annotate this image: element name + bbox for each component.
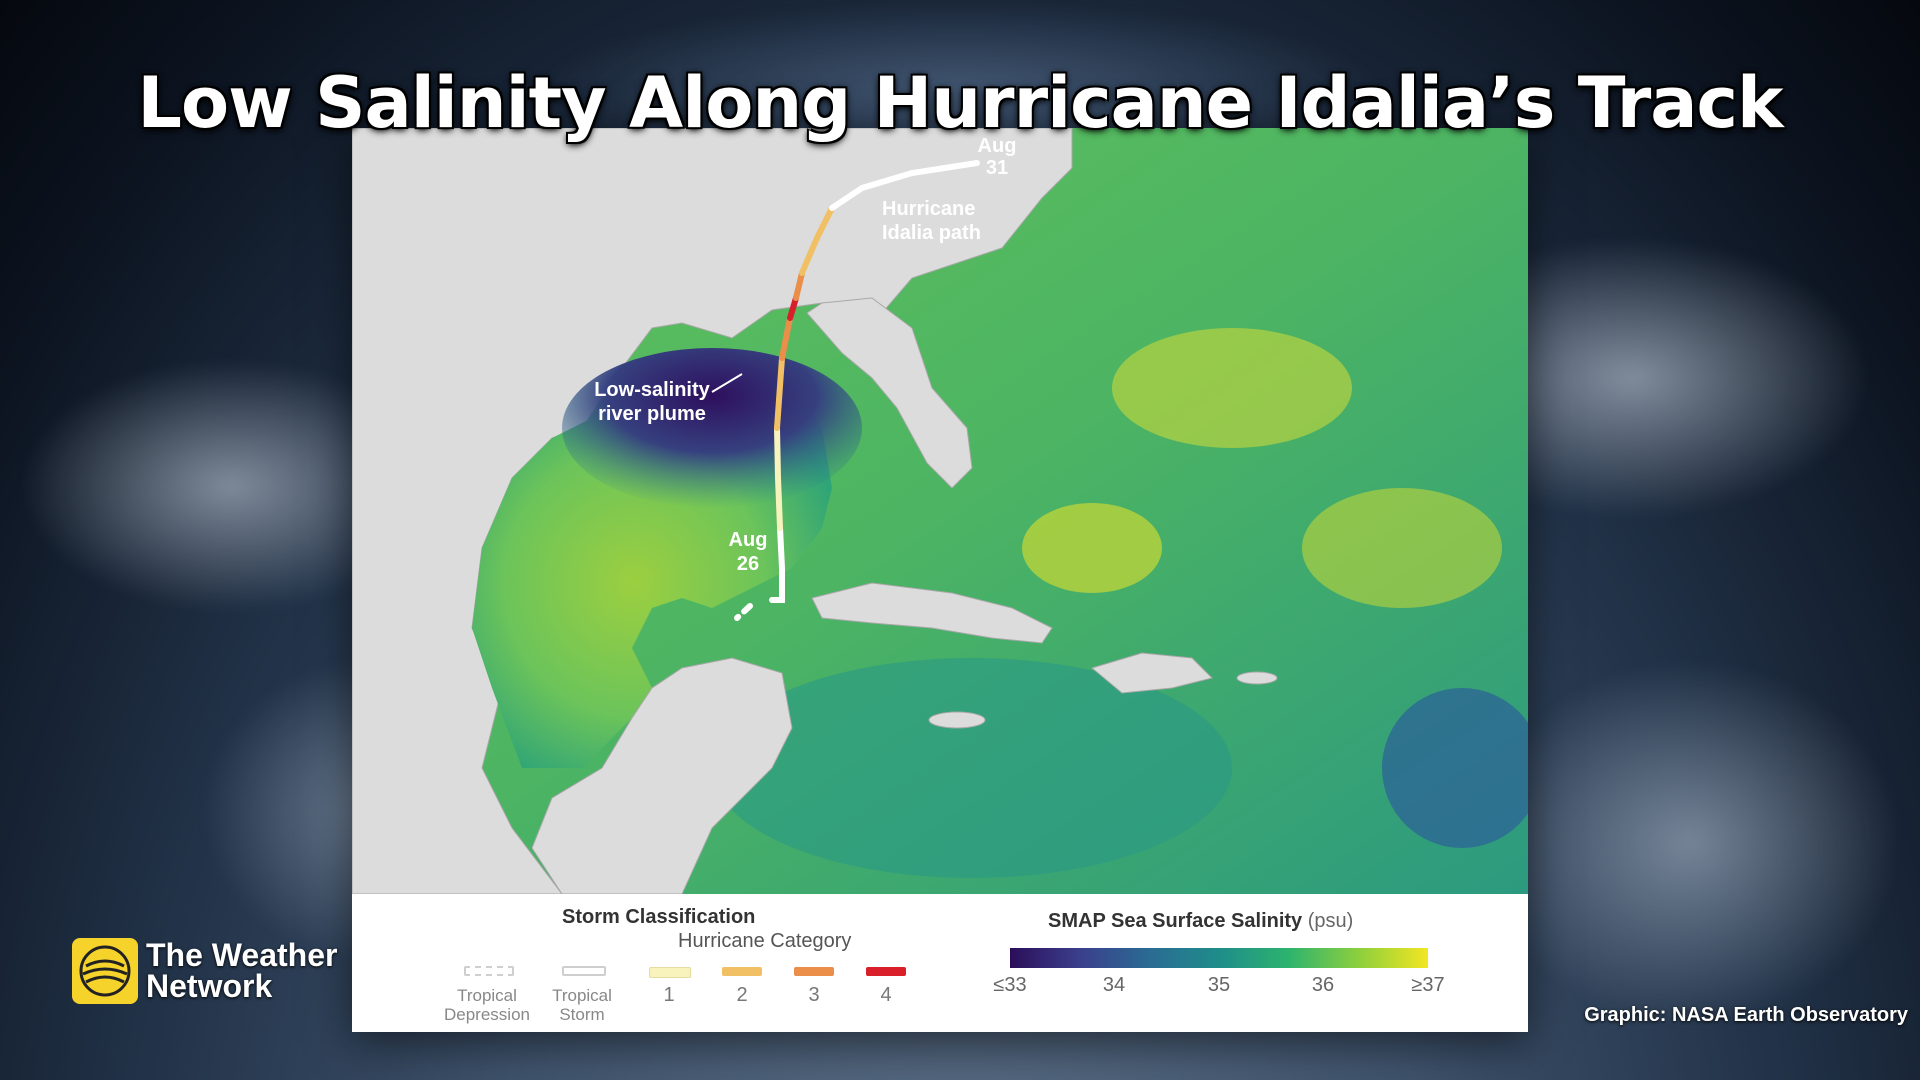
low-salinity-river-plume: [562, 348, 862, 508]
plume-leader-line: [711, 373, 743, 393]
low-salinity-patch: [1382, 688, 1528, 848]
label-tropical-depression-line2: Depression: [444, 1005, 530, 1024]
swatch-tropical-depression: [464, 966, 514, 976]
label-category-3: 3: [808, 984, 820, 1006]
swatch-tropical-storm: [562, 966, 606, 976]
weather-network-logo: The Weather Network: [72, 938, 337, 1004]
logo-text: The Weather Network: [146, 937, 338, 1004]
north-america-land: [352, 128, 1073, 894]
cuba-land: [811, 582, 1053, 644]
label-category-4: 4: [880, 984, 892, 1006]
plume-label-line1: Low-salinity: [594, 379, 710, 401]
salinity-tick: 35: [1207, 974, 1231, 996]
salinity-tick: ≤33: [993, 974, 1027, 996]
hispaniola-land: [1090, 652, 1213, 694]
label-category-2: 2: [736, 984, 748, 1006]
high-salinity-patch: [1022, 503, 1162, 593]
headline: Low Salinity Along Hurricane Idalia’s Tr…: [137, 62, 1783, 144]
label-tropical-storm: Tropical Storm: [532, 986, 632, 1024]
logo-line2: Network: [146, 968, 273, 1004]
label-tropical-storm-line2: Storm: [559, 1005, 605, 1024]
high-salinity-patch: [1112, 328, 1352, 448]
salinity-colorbar: [1010, 948, 1428, 968]
swatch-category-1: [649, 967, 691, 978]
storm-classification-title: Storm Classification: [562, 906, 756, 928]
high-salinity-patch: [1302, 488, 1502, 608]
path-label-line2: Idalia path: [882, 222, 981, 244]
swatch-category-4: [866, 967, 906, 976]
salinity-tick: 36: [1311, 974, 1335, 996]
hurricane-idalia-path: [734, 160, 980, 621]
jamaica-land: [928, 711, 986, 729]
label-tropical-depression-line1: Tropical: [457, 986, 517, 1005]
swatch-category-2: [722, 967, 762, 976]
start-date-day: 26: [737, 553, 759, 575]
florida-land: [806, 297, 973, 489]
salinity-map: Aug 31 Hurricane Idalia path Low-salinit…: [352, 128, 1528, 894]
hurricane-category-label: Hurricane Category: [678, 930, 852, 952]
label-category-1: 1: [663, 984, 675, 1006]
end-date-day: 31: [986, 157, 1008, 179]
salinity-title-text: SMAP Sea Surface Salinity: [1048, 910, 1303, 932]
path-label-line1: Hurricane: [882, 198, 975, 220]
weather-network-globe-icon: [72, 938, 138, 1004]
map-card: Aug 31 Hurricane Idalia path Low-salinit…: [352, 128, 1528, 1032]
salinity-title: SMAP Sea Surface Salinity (psu): [1048, 910, 1353, 933]
swatch-category-3: [794, 967, 834, 976]
puerto-rico-land: [1236, 671, 1278, 685]
logo-line1: The Weather: [146, 937, 338, 973]
graphic-credit: Graphic: NASA Earth Observatory: [1584, 1004, 1908, 1026]
plume-label-line2: river plume: [598, 403, 706, 425]
salinity-tick: ≥37: [1411, 974, 1445, 996]
label-tropical-storm-line1: Tropical: [552, 986, 612, 1005]
yucatan-land: [531, 657, 793, 894]
label-tropical-depression: Tropical Depression: [432, 986, 542, 1024]
start-date-month: Aug: [729, 529, 768, 551]
salinity-unit: (psu): [1307, 910, 1354, 932]
caribbean-sea: [712, 658, 1232, 878]
end-date-month: Aug: [978, 135, 1017, 157]
salinity-tick: 34: [1102, 974, 1126, 996]
